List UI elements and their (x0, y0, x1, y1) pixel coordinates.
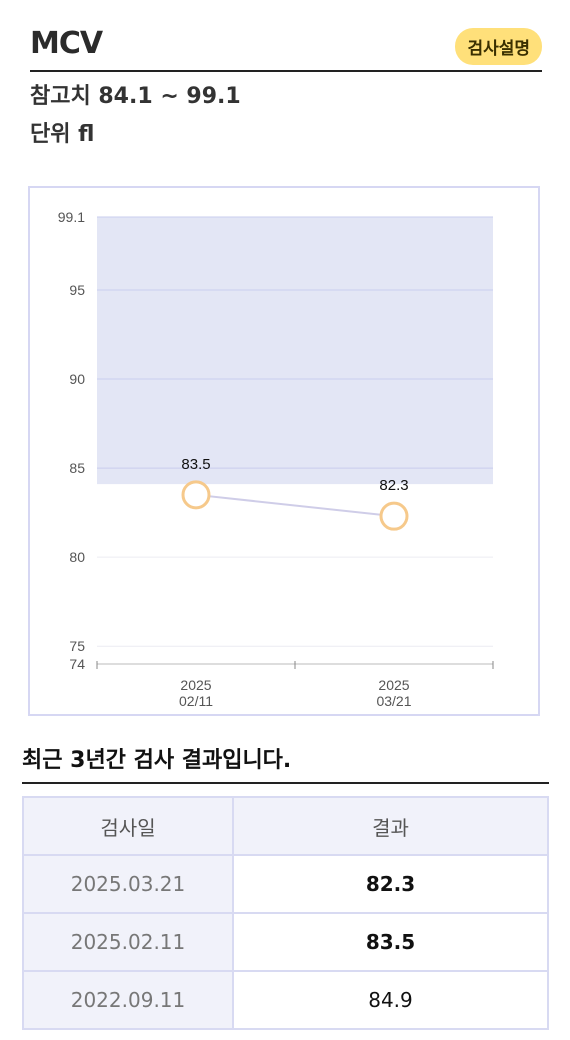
data-point (379, 501, 409, 531)
header: MCV 검사설명 (30, 22, 542, 72)
y-tick-label: 80 (69, 549, 85, 565)
row-date: 2025.02.11 (22, 912, 234, 972)
y-tick-label: 75 (69, 638, 85, 654)
row-value: 83.5 (232, 912, 549, 972)
trend-chart-svg: 99.1959085807574202502/11202503/2183.582… (58, 209, 494, 709)
y-tick-label: 74 (69, 656, 85, 672)
table-row: 2022.09.11 84.9 (22, 970, 549, 1030)
reference-range: 참고치 84.1 ~ 99.1 (30, 84, 241, 109)
results-section-title: 최근 3년간 검사 결과입니다. (22, 742, 549, 784)
row-date: 2025.03.21 (22, 854, 234, 914)
y-tick-label: 85 (69, 460, 85, 476)
row-value: 84.9 (232, 970, 549, 1030)
row-value: 82.3 (232, 854, 549, 914)
x-tick-year: 2025 (180, 677, 211, 693)
trend-chart: 99.1 95 90 85 80 75 74 2025 02/11 2025 03/21 83.5 82… (28, 186, 540, 716)
column-header-date: 검사일 (22, 796, 234, 856)
page-title: MCV (30, 26, 103, 61)
column-header-result: 결과 (232, 796, 549, 856)
data-label: 82.3 (379, 477, 408, 494)
reference-band (97, 217, 493, 485)
results-header-row: 검사일 결과 (22, 796, 549, 856)
series-line (195, 493, 395, 518)
y-tick-label: 95 (69, 282, 85, 298)
test-description-button[interactable]: 검사설명 (455, 28, 542, 65)
data-label: 83.5 (181, 456, 210, 473)
table-row: 2025.03.21 82.3 (22, 854, 549, 914)
unit-label: 단위 fl (30, 122, 95, 147)
y-tick-label: 99.1 (58, 209, 85, 225)
x-tick-year: 2025 (378, 677, 409, 693)
row-date: 2022.09.11 (22, 970, 234, 1030)
data-point (181, 480, 211, 510)
results-table: 검사일 결과 2025.03.21 82.3 2025.02.11 83.5 2… (22, 796, 549, 1030)
x-tick-date: 03/21 (376, 693, 411, 709)
table-row: 2025.02.11 83.5 (22, 912, 549, 972)
x-tick-date: 02/11 (179, 693, 213, 709)
y-tick-label: 90 (69, 371, 85, 387)
